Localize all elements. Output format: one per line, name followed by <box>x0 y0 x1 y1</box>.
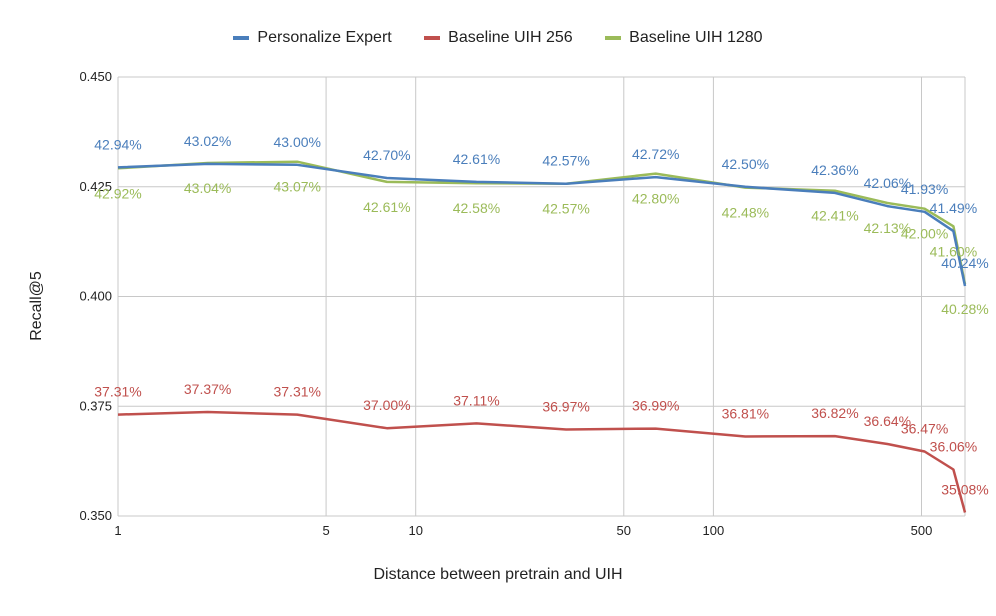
data-label: 43.02% <box>184 133 231 149</box>
data-label: 35.08% <box>941 481 988 497</box>
data-label: 42.00% <box>901 226 948 242</box>
x-tick-label: 500 <box>911 523 933 538</box>
x-tick-label: 5 <box>322 523 329 538</box>
data-label: 36.97% <box>542 399 589 415</box>
x-tick-label: 10 <box>408 523 422 538</box>
y-axis-title: Recall@5 <box>28 271 45 341</box>
data-label: 42.57% <box>542 153 589 169</box>
legend: Personalize Expert Baseline UIH 256 Base… <box>0 27 996 47</box>
legend-item-personalize-expert[interactable]: Personalize Expert <box>233 29 392 47</box>
data-label: 41.49% <box>930 200 977 216</box>
data-label: 43.00% <box>273 134 320 150</box>
series-line-baseline-uih-256 <box>117 410 967 513</box>
data-label: 42.50% <box>722 156 769 172</box>
data-label: 36.06% <box>930 438 977 454</box>
y-tick-label: 0.350 <box>79 508 112 523</box>
data-label: 42.13% <box>864 220 911 236</box>
data-label: 42.61% <box>363 199 410 215</box>
x-axis-title: Distance between pretrain and UIH <box>373 566 623 583</box>
data-label: 42.58% <box>453 200 500 216</box>
data-label: 41.60% <box>930 243 977 259</box>
y-tick-label: 0.400 <box>79 289 112 304</box>
data-label: 42.61% <box>453 151 500 167</box>
data-label: 42.94% <box>94 136 141 152</box>
legend-swatch <box>233 36 250 40</box>
data-label: 42.06% <box>864 175 911 191</box>
x-tick-label: 50 <box>617 523 631 538</box>
data-label: 40.28% <box>941 301 988 317</box>
data-label: 40.24% <box>941 255 988 271</box>
data-label: 37.11% <box>453 392 499 408</box>
data-label: 41.93% <box>901 181 948 197</box>
data-label: 36.81% <box>722 406 769 422</box>
data-label: 42.48% <box>722 205 769 221</box>
data-label: 42.41% <box>811 208 858 224</box>
data-label: 37.37% <box>184 381 231 397</box>
series-line-baseline-uih-1280 <box>117 160 967 285</box>
legend-item-baseline-uih-256[interactable]: Baseline UIH 256 <box>424 29 573 47</box>
legend-label: Baseline UIH 256 <box>448 29 573 46</box>
data-label: 43.04% <box>184 180 231 196</box>
data-label: 42.92% <box>94 185 141 201</box>
data-label: 42.57% <box>542 201 589 217</box>
legend-item-baseline-uih-1280[interactable]: Baseline UIH 1280 <box>605 29 763 47</box>
legend-label: Personalize Expert <box>257 29 392 46</box>
data-label: 36.99% <box>632 398 679 414</box>
legend-swatch <box>605 36 622 40</box>
y-tick-label: 0.450 <box>79 69 112 84</box>
data-label: 36.64% <box>864 413 911 429</box>
data-label: 42.72% <box>632 146 679 162</box>
legend-label: Baseline UIH 1280 <box>629 29 763 46</box>
data-label: 37.00% <box>363 397 410 413</box>
data-label: 42.70% <box>363 147 410 163</box>
data-label: 36.47% <box>901 420 948 436</box>
series-line-personalize-expert <box>117 162 967 287</box>
data-label: 43.07% <box>273 179 320 195</box>
x-tick-label: 1 <box>114 523 121 538</box>
data-label: 36.82% <box>811 405 858 421</box>
x-tick-label: 100 <box>703 523 725 538</box>
y-tick-label: 0.375 <box>79 398 112 413</box>
data-label: 42.80% <box>632 191 679 207</box>
y-tick-label: 0.425 <box>79 179 112 194</box>
data-label: 37.31% <box>273 384 320 400</box>
data-label: 42.36% <box>811 162 858 178</box>
legend-swatch <box>424 36 441 40</box>
data-label: 37.31% <box>94 384 141 400</box>
